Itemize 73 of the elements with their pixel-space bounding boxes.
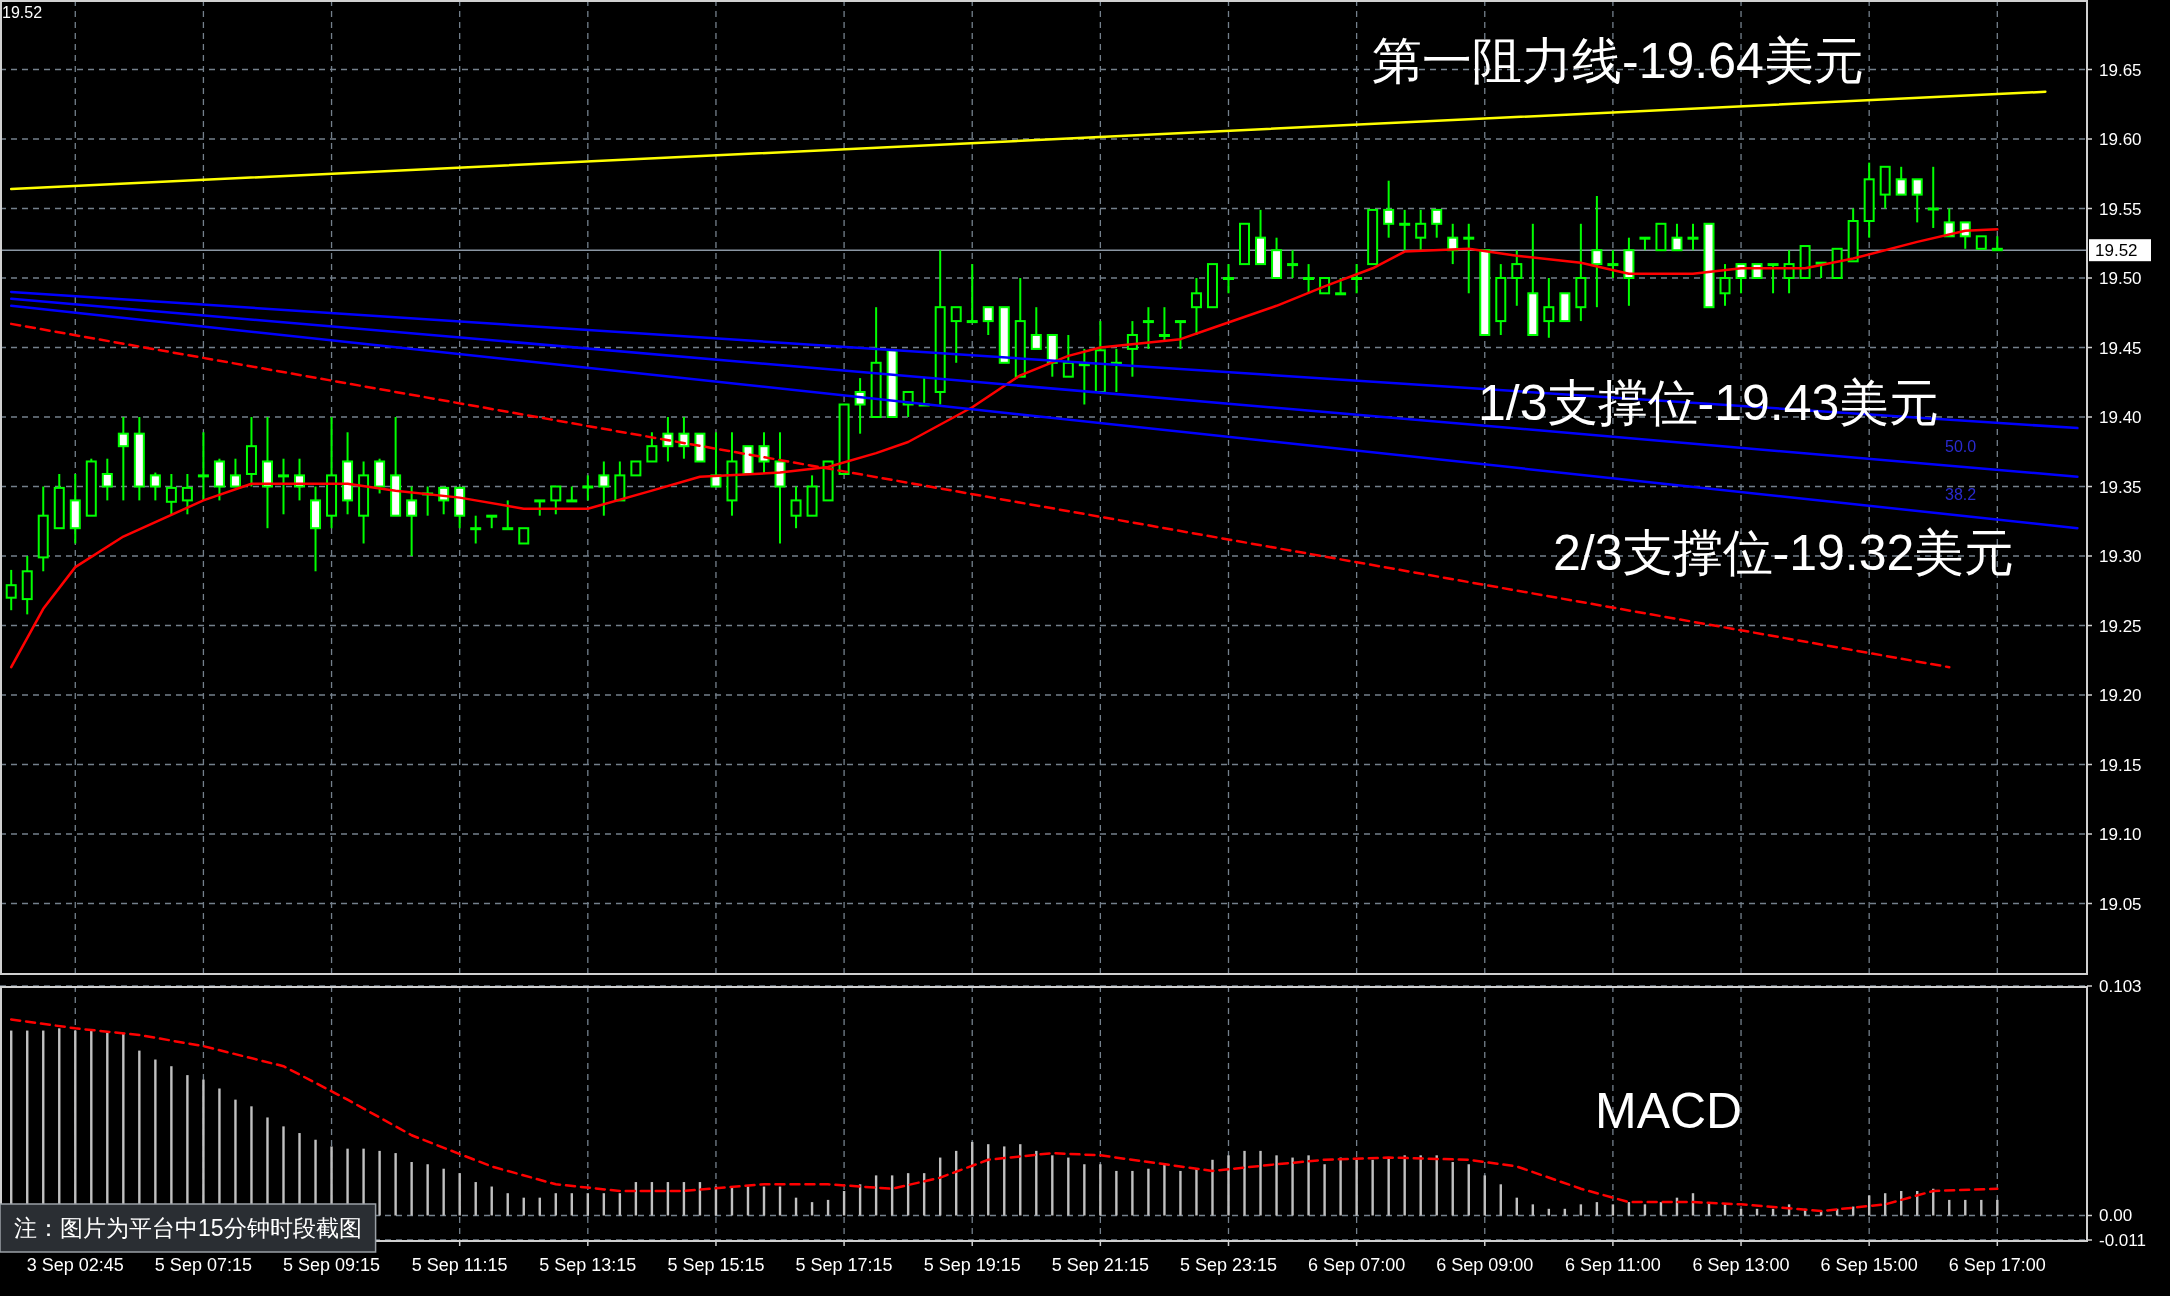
bar [1339,1157,1342,1216]
y-tick-label: 0.00 [2099,1206,2133,1226]
bar [1195,1168,1198,1216]
x-tick-label: 6 Sep 13:00 [1692,1255,1790,1275]
bar [426,1164,429,1216]
bar [1996,1199,1999,1216]
y-tick-label: 19.60 [2099,130,2142,149]
x-tick-label: 5 Sep 17:15 [795,1255,893,1275]
y-tick-label: 19.05 [2099,894,2142,914]
x-tick-label: 5 Sep 09:15 [283,1255,381,1275]
x-tick-label: 5 Sep 23:15 [1179,1255,1278,1275]
bar [410,1162,413,1216]
bar [1323,1164,1326,1216]
y-tick-label: 0.103 [2099,977,2142,996]
bar [1355,1159,1358,1216]
bar [458,1173,461,1216]
annotation: MACD [1595,1083,1743,1139]
x-tick-label: 6 Sep 15:00 [1820,1255,1918,1275]
y-tick-label: 19.35 [2099,477,2142,497]
bar [1243,1150,1246,1216]
bar [1387,1157,1390,1216]
x-tick-label: 5 Sep 15:15 [667,1255,765,1275]
bar [1083,1164,1086,1216]
bar [1275,1155,1278,1216]
bar [1259,1150,1262,1216]
bar [1371,1159,1374,1216]
x-tick-label: 6 Sep 07:00 [1308,1255,1406,1275]
annotation: 19.52 [2,4,43,21]
bar [378,1150,381,1216]
bar [1051,1155,1054,1216]
bar [1099,1164,1102,1216]
y-tick-label: 19.40 [2099,408,2142,427]
bar [1131,1170,1134,1216]
y-tick-label: 19.20 [2099,686,2142,705]
x-tick-label: 5 Sep 19:15 [923,1255,1021,1275]
note: 注：图片为平台中15分钟时段截图 [0,1203,377,1253]
x-tick-label: 5 Sep 13:15 [539,1255,637,1275]
annotation: 注：图片为平台中15分钟时段截图 [14,1215,362,1241]
y-tick-label: 19.15 [2099,755,2142,775]
y-tick-label: 19.25 [2099,616,2142,636]
x-tick-label: 6 Sep 11:00 [1565,1255,1661,1275]
bar [1227,1155,1230,1216]
x-tick-label: 6 Sep 09:00 [1436,1255,1534,1275]
bar [1163,1164,1166,1216]
ref-line-label: 19.52 [2095,241,2138,261]
y-tick-label: 19.50 [2099,269,2142,288]
bar [1179,1170,1182,1216]
x-tick-label: 5 Sep 07:15 [154,1255,252,1275]
bar [1067,1157,1070,1216]
bar [1403,1155,1406,1216]
bar [1211,1159,1214,1216]
bar [1291,1157,1294,1216]
x-tick-label: 6 Sep 17:00 [1948,1255,2046,1275]
x-tick-label: 5 Sep 11:15 [411,1255,508,1275]
x-tick-label: 5 Sep 21:15 [1051,1255,1149,1275]
y-tick-label: 19.55 [2099,199,2142,219]
line-series [9,1018,1999,1213]
y-tick-label: -0.011 [2099,1231,2146,1250]
bar [1419,1155,1422,1216]
annotation: 38.2 [1945,486,1977,503]
y-tick-label: 19.30 [2099,547,2142,566]
bar [1307,1155,1310,1216]
y-tick-label: 19.45 [2099,338,2142,358]
annotation: 第一阻力线-19.64美元 [1372,33,1864,89]
y-tick-label: 19.65 [2099,60,2142,80]
annotation: 2/3支撑位-19.32美元 [1553,525,2015,581]
bar [442,1168,445,1216]
bar [1147,1168,1150,1216]
bar [1115,1170,1118,1216]
bar [394,1153,397,1216]
x-tick-label: 3 Sep 02:45 [26,1255,124,1275]
y-tick-label: 19.10 [2099,825,2142,844]
annotation: 50.0 [1945,438,1977,455]
